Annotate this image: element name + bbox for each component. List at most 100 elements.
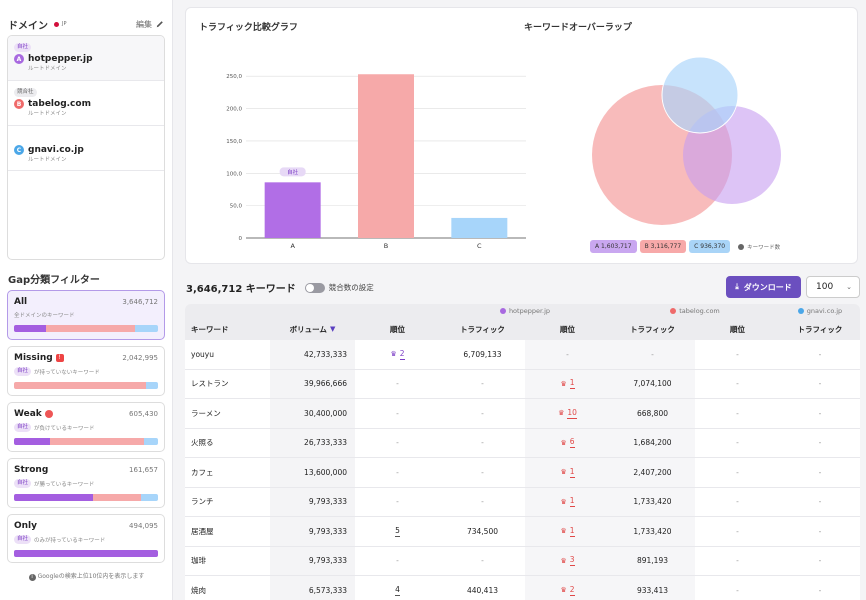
cell-value: 1,733,420	[633, 497, 672, 507]
table-row[interactable]: カフェ 13,600,000 - - ♛ 1 2,407,200 - -	[185, 458, 860, 488]
gap-filter-only[interactable]: Only 494,095 自社 のみが持っているキーワード	[7, 514, 165, 563]
own-bar-badge-text: 自社	[287, 168, 299, 176]
col-header-5[interactable]: トラフィック	[610, 318, 695, 340]
japan-flag-icon	[54, 21, 59, 27]
cell-value: -	[481, 408, 484, 418]
table-row[interactable]: youyu 42,733,333 ♛ 2 6,709,133 - - - -	[185, 340, 860, 370]
rank-value[interactable]: 3	[569, 555, 575, 567]
venn-legend-a: A 1,603,717	[590, 240, 637, 253]
cell-value: -	[481, 497, 484, 507]
country-code: JP	[62, 21, 67, 27]
domain-letter-icon: A	[14, 54, 24, 64]
col-header-1[interactable]: ボリューム ▼	[270, 318, 355, 340]
cell-value: -	[481, 467, 484, 477]
traffic-bar-chart: 0 50,0 100,0 150,0 200,0 250,0 A 自社 B C	[226, 74, 526, 250]
cell-value: -	[736, 497, 739, 507]
col-header-3[interactable]: トラフィック	[440, 318, 525, 340]
y-tick-label: 0	[239, 236, 243, 242]
header-spacer	[185, 304, 440, 318]
rank-value[interactable]: 6	[569, 437, 575, 449]
cell-value: -	[818, 556, 822, 566]
crown-icon: ♛	[558, 409, 565, 418]
table-row[interactable]: 珈琲 9,793,333 - - ♛ 3 891,193 - -	[185, 546, 860, 576]
legend-letter: A	[595, 243, 600, 250]
table-row[interactable]: 居酒屋 9,793,333 5 734,500 ♛ 1 1,733,420 - -	[185, 517, 860, 547]
cell-value: 1,733,420	[633, 526, 672, 536]
table-row[interactable]: ラーメン 30,400,000 - - ♛ 10 668,800 - -	[185, 399, 860, 429]
y-tick-label: 150,0	[226, 139, 242, 145]
cell-value: -	[818, 467, 822, 477]
search-note: i Googleの検索上位10位内を表示します	[0, 571, 173, 581]
cell-value: -	[818, 526, 822, 536]
edit-label: 編集	[136, 19, 152, 29]
table-row[interactable]: 焼肉 6,573,333 4 440,413 ♛ 2 933,413 - -	[185, 576, 860, 600]
table-row[interactable]: ランチ 9,793,333 - - ♛ 1 1,733,420 - -	[185, 487, 860, 517]
gap-filter-bar	[14, 438, 158, 445]
keyword-text: カフェ	[191, 467, 214, 477]
cell-value: 668,800	[636, 408, 668, 418]
cell-value: -	[818, 438, 822, 448]
gap-filter-name: Strong	[14, 465, 49, 475]
rank-value[interactable]: 1	[569, 496, 575, 508]
own-badge: 自社	[14, 367, 32, 376]
cell-value: -	[818, 349, 822, 359]
crown-icon: ♛	[560, 468, 567, 477]
keyword-text: レストラン	[191, 379, 229, 389]
gap-filter-all[interactable]: All 3,646,712 全ドメインのキーワード	[7, 290, 165, 340]
rank-value[interactable]: 1	[569, 466, 575, 478]
x-tick-label: A	[290, 242, 295, 250]
rank-value[interactable]: 1	[569, 378, 575, 390]
col-header-label: 順位	[390, 324, 405, 334]
col-header-7[interactable]: トラフィック	[780, 318, 860, 340]
domain-sub: ルートドメイン	[28, 66, 67, 72]
venn-legend-c: C 936,370	[689, 240, 731, 253]
edit-button[interactable]: 編集	[136, 19, 164, 30]
download-button[interactable]: ⤓ ダウンロード	[726, 276, 801, 298]
rank-value: -	[396, 379, 399, 389]
gap-filter-missing[interactable]: Missing! 2,042,995 自社 が持っていないキーワード	[7, 346, 165, 396]
competitor-toggle[interactable]	[304, 282, 325, 293]
bar-seg-a	[14, 494, 94, 501]
col-header-label: 順位	[730, 324, 745, 334]
rank-value[interactable]: 10	[567, 407, 577, 419]
gap-filter-name: Only	[14, 521, 38, 531]
gap-filter-desc: が持っていないキーワード	[34, 369, 100, 376]
rank-value[interactable]: 4	[395, 584, 400, 596]
col-header-label: トラフィック	[797, 324, 843, 334]
sort-desc-icon: ▼	[329, 325, 336, 333]
x-tick-label: B	[384, 242, 388, 250]
col-header-0[interactable]: キーワード	[185, 318, 270, 340]
keyword-text: 焼肉	[191, 585, 206, 595]
col-header-6[interactable]: 順位	[695, 318, 780, 340]
page-size-select[interactable]: 100 ⌄	[806, 276, 860, 298]
crown-icon: ♛	[560, 527, 567, 536]
rank-value[interactable]: 1	[569, 525, 575, 537]
table-row[interactable]: 火照る 26,733,333 - - ♛ 6 1,684,200 - -	[185, 428, 860, 458]
col-header-label: トラフィック	[460, 324, 505, 334]
col-header-label: ボリューム	[289, 324, 327, 334]
bar-seg-a	[14, 550, 158, 557]
legend-value: 1,603,717	[601, 243, 632, 250]
cell-value: -	[481, 556, 484, 566]
rank-value[interactable]: 5	[395, 525, 400, 537]
gap-filter-strong[interactable]: Strong 161,657 自社 が勝っているキーワード	[7, 458, 165, 508]
col-header-2[interactable]: 順位	[355, 318, 440, 340]
gap-filter-weak[interactable]: Weak 605,430 自社 が負けているキーワード	[7, 402, 165, 452]
cell-value: 7,074,100	[633, 379, 672, 389]
page-size-value: 100	[816, 282, 834, 292]
cell-value: -	[736, 379, 739, 389]
overlap-title: キーワードオーバーラップ	[524, 23, 632, 33]
table-row[interactable]: レストラン 39,966,666 - - ♛ 1 7,074,100 - -	[185, 369, 860, 399]
cell-value: -	[736, 526, 739, 536]
col-header-4[interactable]: 順位	[525, 318, 610, 340]
download-icon: ⤓	[735, 282, 739, 291]
keyword-count: 3,646,712 キーワード	[186, 284, 296, 295]
bar-seg-b	[14, 382, 147, 389]
rank-value[interactable]: 2	[569, 584, 575, 596]
rank-value[interactable]: 2	[399, 348, 405, 360]
